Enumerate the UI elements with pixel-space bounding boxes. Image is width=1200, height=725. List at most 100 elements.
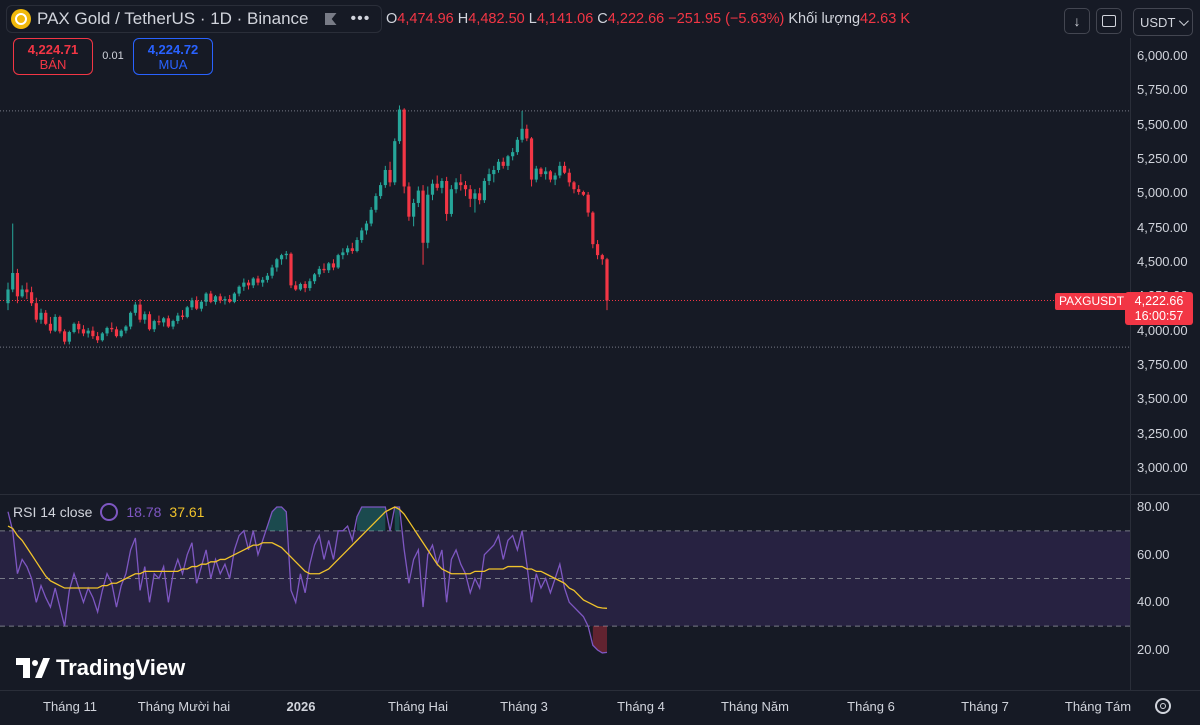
candle-body bbox=[562, 165, 567, 173]
ohlc-change: −251.95 (−5.63%) bbox=[668, 11, 785, 27]
logo-text: TradingView bbox=[56, 655, 186, 680]
candle-body bbox=[11, 272, 15, 290]
candle-body bbox=[147, 314, 152, 330]
price-tick-label: 6,000.00 bbox=[1137, 48, 1188, 63]
last-price: 4,222.66 bbox=[1134, 294, 1184, 308]
gear-icon[interactable] bbox=[1155, 698, 1171, 714]
tradingview-logo[interactable]: TradingView bbox=[16, 655, 185, 681]
candle-body bbox=[496, 161, 501, 170]
candle-body bbox=[426, 194, 430, 243]
candle-body bbox=[129, 312, 133, 327]
rsi-overbought-fill bbox=[394, 507, 400, 531]
volume-value: 42.63 K bbox=[860, 11, 911, 27]
buy-price: 4,224.72 bbox=[147, 41, 199, 57]
candle-body bbox=[209, 293, 213, 302]
candle-body bbox=[91, 330, 95, 337]
candle-body bbox=[162, 318, 166, 323]
candle-body bbox=[388, 169, 392, 183]
candle-body bbox=[350, 248, 354, 252]
candle-body bbox=[539, 168, 543, 175]
candle-body bbox=[256, 278, 260, 283]
candle-body bbox=[190, 300, 194, 308]
candle-body bbox=[62, 331, 67, 342]
candle-body bbox=[308, 281, 312, 289]
buy-button[interactable]: 4,224.72 MUA bbox=[133, 38, 213, 75]
candle-body bbox=[553, 175, 557, 180]
rsi-tick-label: 40.00 bbox=[1137, 594, 1170, 610]
candle-body bbox=[114, 329, 119, 337]
candle-body bbox=[270, 267, 274, 276]
download-arrow-icon[interactable]: ↓ bbox=[1064, 8, 1090, 34]
candle-body bbox=[402, 109, 406, 187]
candle-body bbox=[327, 263, 331, 271]
price-tick-label: 5,500.00 bbox=[1137, 116, 1188, 132]
candle-body bbox=[110, 327, 114, 330]
price-tick-label: 4,000.00 bbox=[1137, 322, 1188, 338]
candle-body bbox=[421, 190, 425, 243]
candle-body bbox=[520, 128, 524, 140]
candle-body bbox=[171, 321, 175, 327]
candle-body bbox=[567, 172, 571, 183]
candle-body bbox=[600, 255, 604, 260]
candle-body bbox=[468, 189, 472, 199]
candle-body bbox=[355, 240, 359, 252]
symbol-title[interactable]: PAX Gold / TetherUS · 1D · Binance bbox=[37, 9, 309, 28]
flag-icon[interactable] bbox=[324, 13, 337, 25]
candle-body bbox=[100, 333, 104, 341]
candle-body bbox=[383, 169, 387, 186]
candle-body bbox=[204, 293, 208, 302]
candle-body bbox=[393, 141, 397, 183]
currency-select[interactable]: USDT bbox=[1133, 8, 1193, 36]
price-grid bbox=[0, 110, 1130, 348]
candle-body bbox=[459, 182, 463, 186]
ohlc-close-label: C bbox=[597, 11, 608, 27]
candle-body bbox=[86, 330, 90, 334]
candle-body bbox=[595, 244, 600, 256]
candle-body bbox=[501, 161, 505, 166]
candle-body bbox=[213, 296, 218, 302]
candle-body bbox=[138, 304, 142, 320]
candle-body bbox=[218, 296, 222, 301]
candle-body bbox=[364, 223, 369, 231]
candle-body bbox=[317, 268, 321, 275]
time-tick-label: Tháng Hai bbox=[388, 699, 448, 714]
rsi-value: 18.78 bbox=[126, 504, 162, 520]
candle-body bbox=[534, 168, 538, 180]
candle-body bbox=[152, 321, 156, 330]
currency-value: USDT bbox=[1140, 14, 1176, 30]
ohlc-high-label: H bbox=[457, 11, 469, 27]
more-options-icon[interactable]: ••• bbox=[350, 10, 371, 27]
ohlc-low-value: 4,141.06 bbox=[536, 11, 594, 27]
rsi-tick-label: 20.00 bbox=[1137, 642, 1170, 657]
price-tick-label: 3,750.00 bbox=[1137, 357, 1188, 372]
candle-body bbox=[180, 315, 185, 317]
candle-body bbox=[124, 326, 128, 331]
symbol-box[interactable]: PAX Gold / TetherUS · 1D · Binance ••• bbox=[6, 5, 382, 33]
candle-body bbox=[67, 332, 71, 342]
candle-body bbox=[176, 315, 180, 322]
candle-body bbox=[58, 316, 62, 332]
candle-body bbox=[487, 174, 491, 181]
candle-body bbox=[416, 190, 420, 203]
candle-body bbox=[397, 109, 402, 142]
candle-body bbox=[492, 169, 496, 175]
candles-group bbox=[6, 105, 609, 345]
refresh-icon[interactable] bbox=[100, 503, 119, 521]
candle-body bbox=[20, 289, 24, 297]
candle-body bbox=[105, 327, 109, 334]
rsi-legend[interactable]: RSI 14 close 18.78 37.61 bbox=[13, 503, 204, 521]
candle-body bbox=[265, 275, 270, 280]
bar-countdown: 16:00:57 bbox=[1134, 309, 1184, 323]
rsi-oversold-fill bbox=[592, 626, 607, 653]
candle-body bbox=[143, 314, 147, 320]
candle-body bbox=[515, 139, 519, 153]
candle-body bbox=[336, 255, 340, 268]
candle-body bbox=[529, 138, 534, 180]
candle-body bbox=[119, 330, 123, 337]
candle-body bbox=[44, 312, 48, 324]
fullscreen-icon[interactable] bbox=[1096, 8, 1122, 34]
rsi-line bbox=[7, 506, 608, 654]
ohlc-high-value: 4,482.50 bbox=[468, 11, 525, 27]
sell-button[interactable]: 4,224.71 BÁN bbox=[13, 38, 93, 75]
